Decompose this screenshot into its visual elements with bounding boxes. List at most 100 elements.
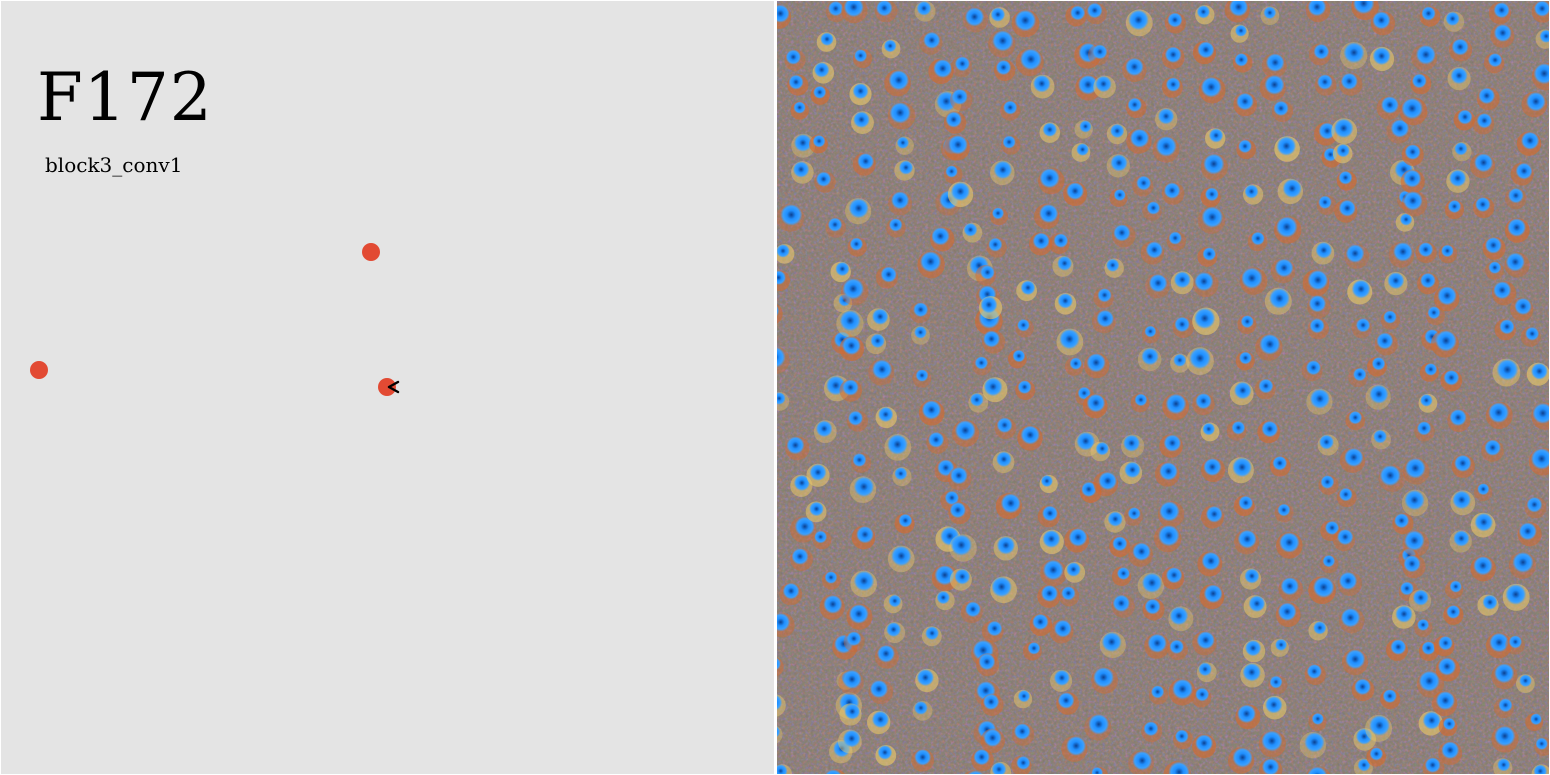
- texture-dot: [1487, 52, 1503, 68]
- texture-dot: [1272, 455, 1288, 471]
- texture-dot: [1086, 352, 1106, 373]
- texture-dot: [896, 136, 910, 149]
- texture-dot: [1489, 632, 1509, 653]
- embedding-panel[interactable]: F172 block3_conv1: [1, 1, 774, 774]
- texture-dot: [1415, 44, 1436, 65]
- texture-dot: [1233, 381, 1252, 400]
- texture-dot: [809, 501, 824, 517]
- texture-dot: [1443, 369, 1460, 386]
- texture-dot: [1042, 122, 1058, 137]
- texture-dot: [1535, 737, 1548, 750]
- texture-dot: [1020, 425, 1040, 445]
- texture-dot: [1416, 421, 1432, 436]
- texture-dot: [777, 392, 786, 405]
- texture-dot: [948, 134, 968, 155]
- texture-dot: [846, 631, 862, 647]
- texture-dot: [936, 91, 957, 112]
- texture-dot: [1203, 153, 1225, 175]
- texture-dot: [1264, 74, 1285, 95]
- texture-dot: [828, 1, 844, 17]
- texture-dot: [823, 594, 843, 614]
- texture-dot: [1251, 231, 1265, 246]
- texture-dot: [1478, 87, 1496, 105]
- texture-dot: [1534, 1, 1549, 17]
- texture-dot: [1435, 690, 1456, 711]
- texture-dot: [1110, 154, 1128, 172]
- point-c[interactable]: [378, 378, 396, 396]
- texture-dot: [1390, 638, 1407, 655]
- texture-dot: [1095, 441, 1110, 456]
- texture-dot: [1357, 758, 1371, 772]
- texture-dot: [913, 302, 929, 318]
- texture-dot: [1333, 118, 1354, 139]
- texture-dot: [996, 451, 1012, 468]
- texture-dot: [1020, 280, 1036, 296]
- texture-dot: [1399, 581, 1414, 596]
- texture-dot: [1533, 764, 1548, 774]
- texture-dot: [1421, 641, 1436, 655]
- texture-dot: [1337, 528, 1354, 546]
- texture-dot: [928, 431, 945, 448]
- texture-dot: [842, 729, 861, 748]
- texture-dot: [871, 710, 890, 729]
- texture-dot: [886, 622, 902, 637]
- texture-dot: [983, 377, 1003, 397]
- texture-dot: [1269, 675, 1283, 689]
- texture-dot: [824, 769, 842, 774]
- texture-dot: [1488, 261, 1502, 274]
- texture-dot: [1395, 605, 1413, 623]
- point-b[interactable]: [30, 361, 48, 379]
- texture-dot: [1441, 741, 1460, 760]
- texture-dot: [990, 7, 1006, 22]
- texture-dot: [1404, 457, 1426, 479]
- texture-dot: [1275, 638, 1288, 651]
- texture-dot: [1499, 318, 1515, 335]
- texture-dot: [1452, 490, 1472, 510]
- texture-dot: [786, 436, 805, 455]
- texture-dot: [1236, 92, 1254, 111]
- texture-dot: [1174, 316, 1190, 333]
- texture-dot: [1532, 402, 1549, 424]
- texture-dot: [1165, 566, 1183, 584]
- texture-dot: [1092, 44, 1108, 60]
- texture-dot: [996, 417, 1013, 433]
- texture-dot: [1420, 272, 1436, 289]
- texture-dot: [1107, 511, 1123, 527]
- texture-dot: [1002, 135, 1016, 149]
- texture-dot: [1309, 388, 1330, 409]
- texture-dot: [1147, 633, 1167, 653]
- activation-texture: [777, 1, 1549, 774]
- texture-dot: [919, 250, 942, 273]
- texture-dot: [1519, 674, 1532, 688]
- texture-dot: [1194, 307, 1216, 329]
- texture-dot: [877, 644, 895, 663]
- texture-dot: [983, 728, 1002, 747]
- texture-dot: [777, 764, 788, 774]
- texture-dot: [1059, 328, 1080, 350]
- texture-dot: [848, 603, 869, 624]
- texture-dot: [1336, 143, 1350, 158]
- texture-dot: [777, 346, 786, 368]
- point-a[interactable]: [362, 243, 380, 261]
- texture-dot: [1403, 169, 1422, 188]
- texture-dot: [1482, 594, 1498, 610]
- texture-dot: [1344, 447, 1364, 467]
- texture-dot: [1449, 408, 1467, 426]
- texture-dot: [1157, 108, 1175, 125]
- texture-dot: [820, 32, 834, 46]
- texture-dot: [1305, 360, 1322, 376]
- texture-dot: [1196, 5, 1211, 19]
- embedding-points[interactable]: [1, 1, 774, 774]
- texture-dot: [1143, 721, 1159, 737]
- texture-dot: [856, 525, 874, 544]
- texture-dot: [1136, 175, 1152, 191]
- texture-dot: [1312, 576, 1335, 598]
- texture-dot: [1146, 201, 1161, 215]
- texture-dot: [1411, 73, 1427, 89]
- texture-dot: [1497, 758, 1511, 772]
- texture-dot: [945, 111, 962, 128]
- texture-dot: [1239, 351, 1252, 365]
- texture-dot: [857, 152, 875, 170]
- texture-dot: [949, 501, 966, 519]
